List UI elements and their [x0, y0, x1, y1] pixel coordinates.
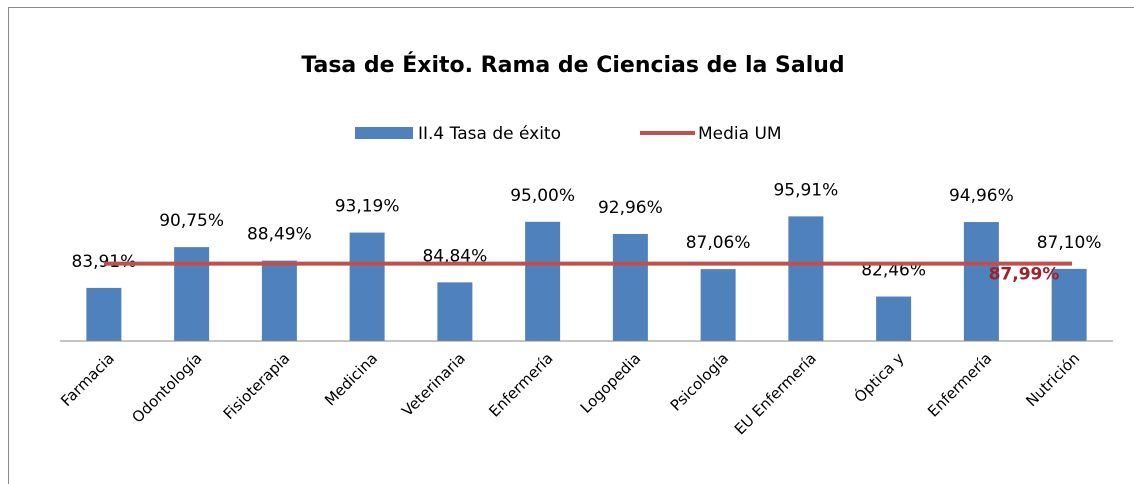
data-label: 83,91%	[71, 252, 136, 272]
bar	[261, 260, 297, 341]
data-label: 84,84%	[422, 246, 487, 266]
legend-label: II.4 Tasa de éxito	[418, 124, 561, 144]
bar	[876, 296, 912, 341]
mean-label: 87,99%	[989, 265, 1060, 285]
bar	[1051, 268, 1087, 341]
legend-swatch	[355, 127, 413, 139]
bar	[612, 233, 648, 341]
bar	[174, 247, 210, 341]
bar	[700, 269, 736, 341]
chart-title: Tasa de Éxito. Rama de Ciencias de la Sa…	[301, 52, 844, 78]
data-label: 90,75%	[159, 211, 224, 231]
data-label: 95,91%	[773, 180, 838, 200]
data-label: 87,06%	[686, 233, 751, 253]
bar	[788, 216, 824, 341]
bar	[525, 221, 561, 341]
chart-frame	[8, 7, 1134, 484]
data-label: 92,96%	[598, 198, 663, 218]
data-label: 87,10%	[1037, 233, 1102, 253]
data-label: 94,96%	[949, 186, 1014, 206]
data-label: 95,00%	[510, 186, 575, 206]
bar	[86, 287, 122, 341]
legend-label: Media UM	[698, 124, 782, 144]
bar	[349, 232, 385, 341]
bar	[437, 282, 473, 341]
data-label: 93,19%	[335, 197, 400, 217]
bar	[963, 222, 999, 341]
data-label: 88,49%	[247, 225, 312, 245]
